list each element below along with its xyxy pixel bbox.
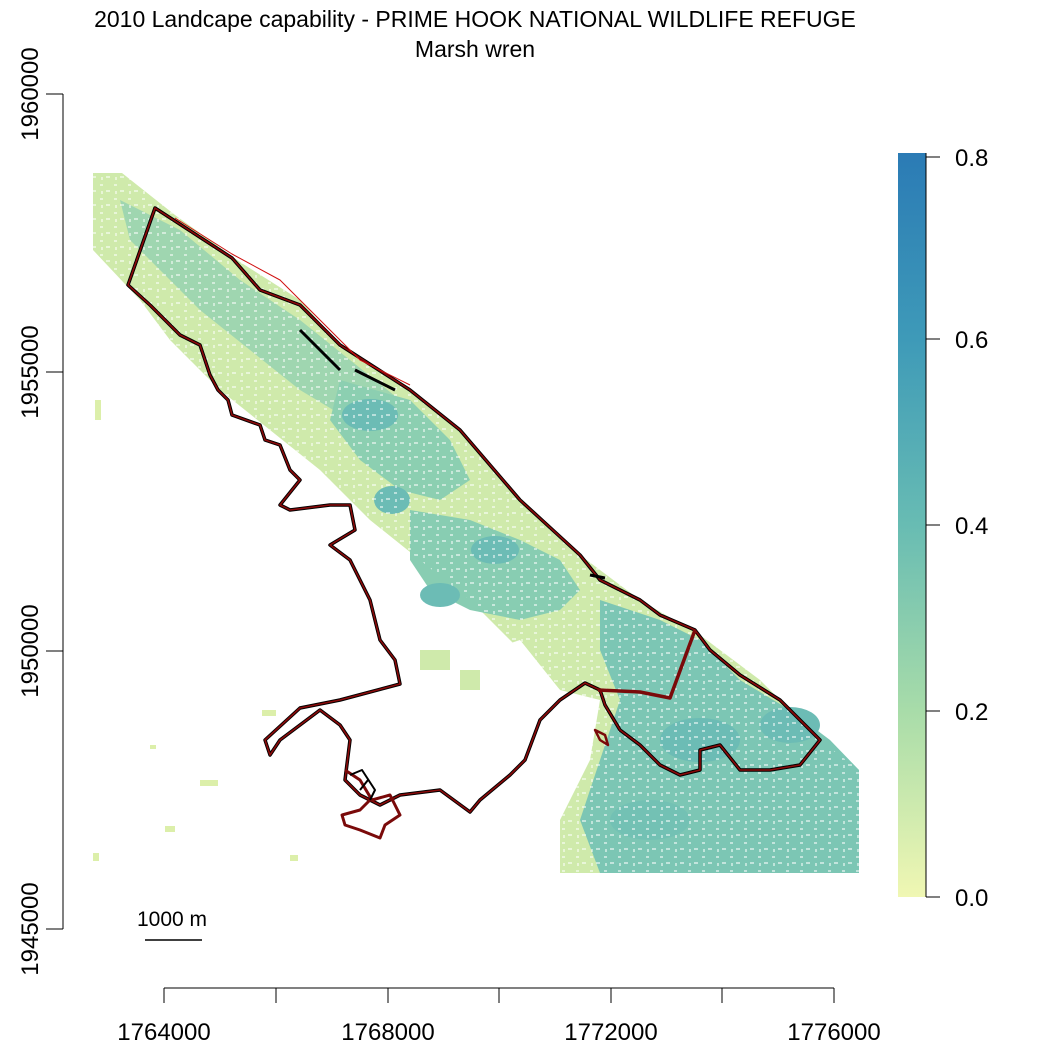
raster-scatter [150,745,156,749]
refuge-boundary-sw-detail [349,769,376,801]
color-legend: 0.0 0.2 0.4 0.6 0.8 [898,145,988,912]
refuge-boundary-sw-unit [340,768,402,840]
capability-raster [93,173,859,873]
raster-gap-interior [220,420,400,760]
refuge-boundary-small [593,728,610,747]
refuge-boundary-coast-segment [298,328,606,580]
scale-bar: 1000 m [137,908,207,941]
x-axis-tick-label: 1776000 [787,1019,880,1046]
raster-high-spot-4 [420,583,460,607]
x-axis-tick-label: 1768000 [341,1019,434,1046]
legend-color-bar [898,153,926,897]
raster-scatter [420,650,450,670]
y-axis-tick-label: 1960000 [17,47,44,140]
raster-scatter [95,400,101,420]
raster-scatter [262,710,276,716]
refuge-boundary-main-red [127,207,821,813]
raster-gap-south [400,640,560,800]
refuge-boundary [126,206,822,840]
map-subtitle: Marsh wren [414,36,536,62]
y-axis-tick-label: 1950000 [17,604,44,697]
raster-scatter [460,670,480,690]
y-axis: 1960000 1955000 1950000 1945000 [17,47,64,976]
raster-scatter [290,855,298,861]
legend-tick-label: 0.4 [955,513,988,540]
legend-tick-label: 0.8 [955,145,988,172]
raster-scatter [200,780,218,786]
legend-tick-label: 0.6 [955,327,988,354]
x-axis-tick-label: 1772000 [564,1019,657,1046]
y-axis-tick-label: 1955000 [17,325,44,418]
x-axis: 1764000 1768000 1772000 1776000 [117,987,881,1046]
raster-scatter [165,826,175,832]
x-axis-tick-label: 1764000 [117,1019,210,1046]
y-axis-tick-label: 1945000 [17,882,44,975]
refuge-boundary-division [597,629,697,700]
legend-tick-label: 0.0 [955,885,988,912]
raster-scatter [93,853,99,861]
map-title: 2010 Landcape capability - PRIME HOOK NA… [94,6,856,32]
legend-tick-label: 0.2 [955,699,988,726]
refuge-boundary-coastline [174,217,411,386]
scale-bar-label: 1000 m [137,908,207,931]
